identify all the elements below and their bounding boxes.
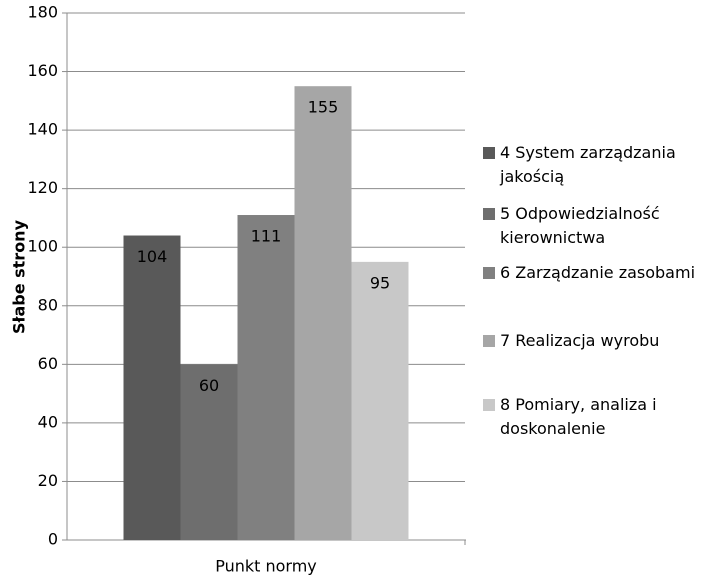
data-label: 104 — [137, 247, 168, 266]
y-tick-label: 180 — [27, 3, 58, 22]
legend-swatch — [483, 208, 495, 220]
bar — [123, 235, 181, 540]
x-axis-title: Punkt normy — [215, 557, 317, 576]
y-tick-label: 80 — [38, 295, 58, 314]
legend-swatch — [483, 399, 495, 411]
bar — [237, 215, 295, 540]
legend-label: 8 Pomiary, analiza i doskonalenie — [500, 395, 657, 438]
legend-swatch — [483, 335, 495, 347]
legend-label: 7 Realizacja wyrobu — [500, 331, 660, 350]
y-tick-label: 20 — [38, 471, 58, 490]
y-tick-label: 140 — [27, 120, 58, 139]
data-label: 95 — [370, 273, 390, 292]
data-label: 111 — [251, 227, 282, 246]
data-label: 60 — [199, 376, 219, 395]
y-axis-title: Słabe strony — [10, 219, 29, 334]
legend-swatch — [483, 147, 495, 159]
legend-label: 5 Odpowiedzialność kierownictwa — [500, 204, 660, 247]
y-tick-label: 0 — [48, 530, 58, 549]
y-tick-label: 160 — [27, 61, 58, 80]
data-label: 155 — [308, 98, 339, 117]
legend-label: 6 Zarządzanie zasobami — [500, 263, 696, 282]
bar — [294, 86, 352, 540]
legend-label: 4 System zarządzania jakością — [500, 143, 676, 186]
y-tick-label: 100 — [27, 237, 58, 256]
y-tick-label: 60 — [38, 354, 58, 373]
legend-swatch — [483, 267, 495, 279]
y-tick-label: 40 — [38, 412, 58, 431]
bar — [180, 364, 238, 540]
y-tick-label: 120 — [27, 178, 58, 197]
bar — [351, 261, 409, 540]
